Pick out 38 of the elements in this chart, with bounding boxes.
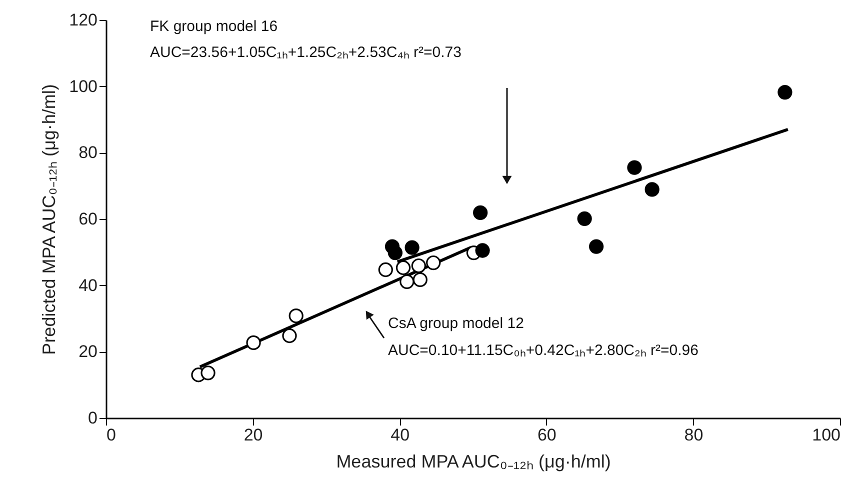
y-tick-label: 80 bbox=[78, 143, 98, 162]
point bbox=[411, 258, 426, 274]
x-tick-label: 0 bbox=[106, 426, 116, 444]
point bbox=[412, 272, 428, 287]
point bbox=[778, 84, 792, 100]
y-tick-label: 20 bbox=[78, 342, 98, 362]
y-tick-label: 120 bbox=[69, 10, 98, 30]
annotation: AUC=0.10+11.15C₀ₕ+0.42C₁ₕ+2.80C₂ₕ r²=0.96 bbox=[388, 342, 698, 359]
point bbox=[200, 366, 216, 380]
point bbox=[388, 246, 403, 260]
point bbox=[473, 205, 488, 220]
point bbox=[378, 262, 393, 278]
annotation: AUC=23.56+1.05C₁ₕ+1.25C₂ₕ+2.53C₄ₕ r²=0.73 bbox=[150, 44, 462, 61]
y-tick-label: 0 bbox=[88, 408, 98, 428]
point bbox=[644, 182, 660, 197]
x-axis-title: Measured MPA AUC₀₋₁₂ₕ (μg·h/ml) bbox=[336, 452, 611, 472]
y-tick-label: 40 bbox=[78, 276, 98, 295]
x-tick-label: 40 bbox=[390, 426, 410, 444]
point bbox=[588, 239, 604, 254]
annotation: FK group model 16 bbox=[150, 18, 278, 35]
point bbox=[396, 260, 411, 276]
x-tick-label: 100 bbox=[812, 426, 840, 444]
x-tick-label: 80 bbox=[684, 426, 704, 444]
y-tick-label: 100 bbox=[69, 76, 98, 96]
y-tick-label: 60 bbox=[78, 210, 98, 228]
point bbox=[404, 240, 420, 255]
point bbox=[627, 160, 642, 175]
y-axis-title: Predicted MPA AUC₀₋₁₂ₕ (μg·h/ml) bbox=[39, 84, 60, 355]
point bbox=[577, 211, 592, 226]
x-tick-label: 20 bbox=[244, 426, 263, 444]
point bbox=[400, 274, 414, 289]
annotation: CsA group model 12 bbox=[388, 315, 524, 332]
point bbox=[426, 255, 441, 270]
point bbox=[475, 243, 490, 258]
point bbox=[288, 308, 304, 324]
point bbox=[246, 335, 261, 350]
x-tick-label: 60 bbox=[537, 426, 556, 444]
point bbox=[282, 328, 297, 344]
